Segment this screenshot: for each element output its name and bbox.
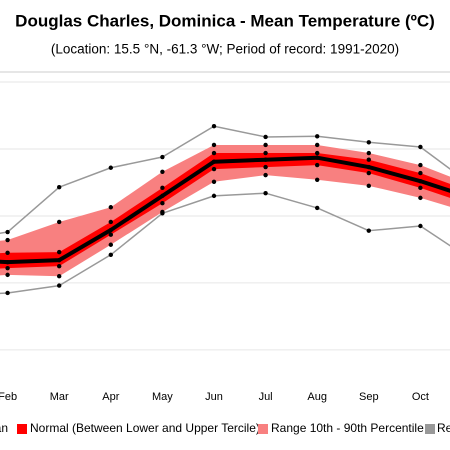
x-tick-label: Mar bbox=[50, 391, 69, 403]
data-point bbox=[108, 205, 114, 210]
data-point bbox=[108, 219, 114, 225]
data-point bbox=[5, 272, 10, 278]
x-tick-label: Aug bbox=[307, 391, 327, 403]
data-point bbox=[418, 223, 423, 229]
data-point bbox=[160, 154, 165, 160]
data-point bbox=[315, 142, 320, 148]
data-point bbox=[5, 237, 10, 243]
legend-label: Records bbox=[437, 421, 450, 435]
x-tick-label: Sep bbox=[359, 391, 379, 403]
data-point bbox=[160, 169, 165, 174]
data-point bbox=[366, 150, 371, 156]
data-point bbox=[366, 164, 371, 170]
data-point bbox=[57, 249, 62, 255]
data-point bbox=[57, 257, 62, 263]
data-point bbox=[160, 201, 165, 206]
data-point bbox=[418, 144, 423, 150]
data-point bbox=[57, 263, 62, 269]
data-point bbox=[5, 265, 10, 271]
data-point bbox=[211, 150, 217, 156]
data-point bbox=[263, 134, 268, 140]
legend-swatch bbox=[258, 424, 268, 434]
x-tick-label: Jul bbox=[259, 391, 273, 403]
data-point bbox=[211, 179, 217, 185]
legend-label: Mean bbox=[0, 421, 8, 435]
data-point bbox=[366, 183, 371, 189]
data-point bbox=[315, 134, 320, 139]
data-point bbox=[5, 229, 10, 235]
data-point bbox=[263, 164, 268, 170]
legend-swatch bbox=[425, 424, 435, 434]
x-tick-label: Feb bbox=[0, 391, 17, 403]
data-point bbox=[5, 250, 10, 255]
data-point bbox=[57, 274, 62, 279]
data-point bbox=[418, 185, 423, 191]
data-point bbox=[418, 170, 423, 176]
data-point bbox=[211, 166, 217, 172]
data-point bbox=[211, 159, 217, 164]
legend-label: Normal (Between Lower and Upper Tercile) bbox=[30, 421, 260, 435]
chart-title: Douglas Charles, Dominica - Mean Tempera… bbox=[15, 11, 435, 30]
x-tick-label: Oct bbox=[412, 391, 429, 403]
data-point bbox=[418, 178, 423, 184]
data-point bbox=[57, 283, 62, 288]
data-point bbox=[108, 242, 114, 247]
x-tick-label: Jun bbox=[205, 391, 223, 403]
x-tick-label: May bbox=[152, 391, 173, 403]
data-point bbox=[315, 162, 320, 168]
data-point bbox=[366, 140, 371, 145]
chart-subtitle: (Location: 15.5 °N, -61.3 °W; Period of … bbox=[51, 42, 399, 57]
data-point bbox=[263, 172, 268, 178]
data-point bbox=[57, 219, 62, 225]
data-point bbox=[315, 155, 320, 160]
data-point bbox=[366, 170, 371, 176]
data-point bbox=[315, 177, 320, 182]
data-point bbox=[108, 165, 114, 170]
band-area bbox=[0, 153, 450, 269]
data-point bbox=[263, 190, 268, 196]
data-point bbox=[57, 184, 62, 190]
data-point bbox=[5, 290, 10, 296]
data-point bbox=[211, 142, 217, 148]
data-point bbox=[418, 195, 423, 201]
data-point bbox=[108, 232, 114, 237]
data-point bbox=[263, 157, 268, 162]
data-point bbox=[160, 211, 165, 216]
data-point bbox=[108, 227, 114, 233]
legend-label: Range 10th - 90th Percentile bbox=[271, 421, 424, 435]
data-point bbox=[418, 162, 423, 168]
data-point bbox=[263, 142, 268, 148]
data-point bbox=[263, 150, 268, 156]
data-point bbox=[366, 228, 371, 233]
data-point bbox=[366, 157, 371, 162]
data-point bbox=[108, 252, 114, 257]
data-point bbox=[160, 185, 165, 191]
data-point bbox=[211, 193, 217, 199]
data-point bbox=[315, 205, 320, 211]
data-point bbox=[211, 124, 217, 129]
data-point bbox=[160, 193, 165, 199]
x-tick-label: Apr bbox=[102, 391, 119, 403]
legend-swatch bbox=[17, 424, 27, 434]
data-point bbox=[315, 150, 320, 156]
data-point bbox=[5, 259, 10, 265]
